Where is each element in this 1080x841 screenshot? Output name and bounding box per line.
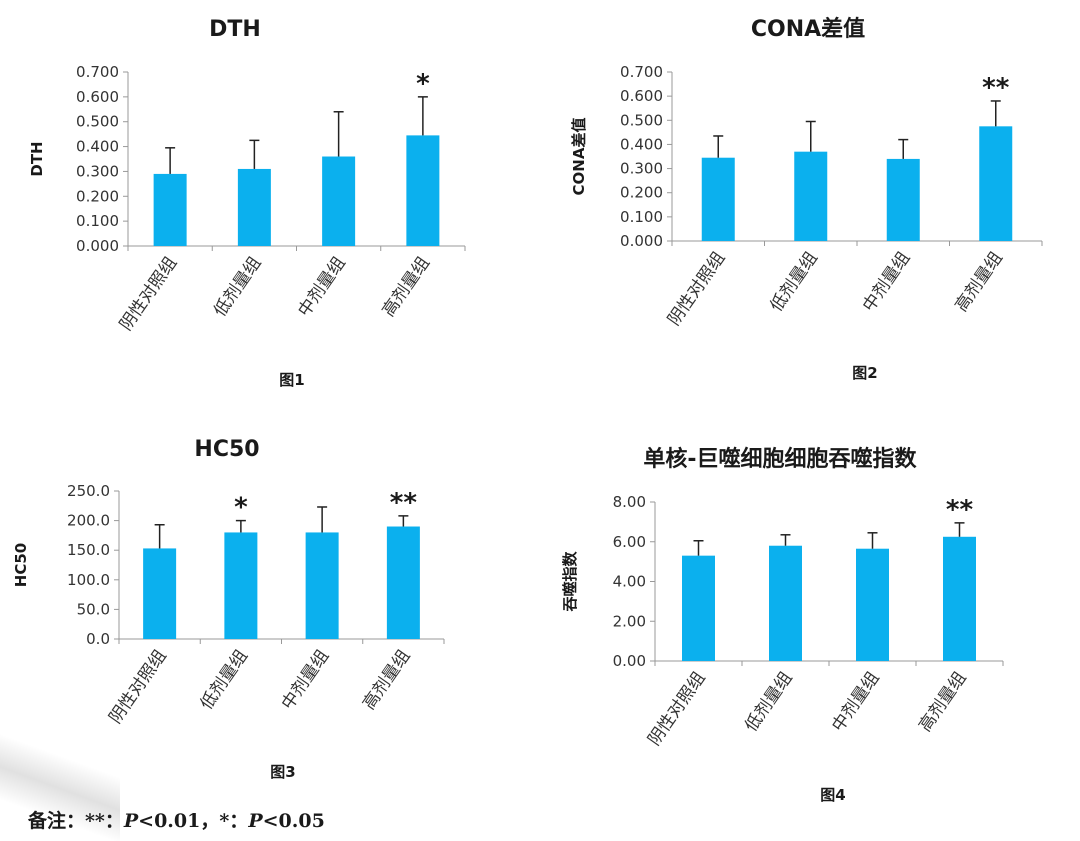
category-label: 低剂量组: [766, 248, 821, 315]
category-label: 低剂量组: [197, 646, 252, 713]
bar: [322, 156, 356, 246]
y-tick-label: 0.000: [620, 232, 663, 250]
category-label: 低剂量组: [741, 668, 796, 735]
y-tick-label: 6.00: [613, 533, 646, 551]
y-tick-label: 0.400: [620, 135, 663, 153]
category-label: 阴性对照组: [664, 248, 729, 329]
bar: [386, 526, 420, 639]
y-tick-label: 200.0: [67, 512, 110, 530]
category-label: 中剂量组: [278, 646, 333, 713]
footnote-p2-value: <0.05: [262, 810, 325, 832]
figure-caption: 图2: [852, 364, 877, 382]
category-label: 阴性对照组: [106, 646, 171, 727]
bar: [224, 532, 258, 639]
figure-caption: 图1: [279, 371, 304, 389]
bar: [856, 548, 889, 661]
y-tick-label: 150.0: [67, 541, 110, 559]
y-tick-label: 8.00: [613, 493, 646, 511]
bar: [979, 126, 1013, 241]
chart-title: CONA差值: [751, 16, 865, 42]
y-tick-label: 250.0: [67, 482, 110, 500]
y-tick-label: 0.500: [76, 113, 119, 131]
y-tick-label: 0.300: [620, 160, 663, 178]
category-label: 高剂量组: [359, 646, 414, 713]
bar: [769, 545, 802, 661]
category-label: 高剂量组: [951, 248, 1006, 315]
y-tick-label: 0.00: [613, 652, 646, 670]
y-tick-label: 4.00: [613, 573, 646, 591]
y-tick-label: 0.200: [76, 187, 119, 205]
y-tick-label: 0.0: [86, 630, 110, 648]
category-label: 阴性对照组: [644, 668, 709, 749]
bar: [794, 151, 828, 241]
significance-marker: **: [946, 495, 974, 525]
bar: [153, 173, 187, 246]
footnote-p2-label: P: [248, 810, 263, 832]
chart-title: DTH: [209, 17, 261, 42]
bar: [406, 135, 440, 246]
category-label: 中剂量组: [859, 248, 914, 315]
y-tick-label: 0.000: [76, 237, 119, 255]
figure-caption: 图4: [820, 786, 845, 804]
category-label: 高剂量组: [915, 668, 970, 735]
bar: [305, 532, 339, 639]
y-tick-label: 100.0: [67, 571, 110, 589]
y-tick-label: 0.100: [76, 212, 119, 230]
significance-marker: *: [234, 493, 248, 523]
figure-caption: 图3: [270, 763, 295, 781]
y-tick-label: 0.600: [620, 87, 663, 105]
footnote-p1-value: <0.01，*：: [138, 810, 249, 832]
y-tick-label: 50.0: [77, 600, 110, 618]
y-tick-label: 0.500: [620, 111, 663, 129]
bar: [237, 168, 271, 246]
category-label: 中剂量组: [294, 253, 349, 320]
y-tick-label: 0.400: [76, 138, 119, 156]
y-tick-label: 0.300: [76, 162, 119, 180]
y-axis-label: HC50: [12, 543, 30, 587]
y-axis-label: DTH: [28, 141, 46, 176]
footnote: 备注：**：P<0.01，*：P<0.05: [28, 806, 325, 833]
significance-marker: **: [390, 488, 418, 518]
footnote-prefix: 备注：**：: [28, 810, 124, 832]
y-tick-label: 0.700: [76, 63, 119, 81]
y-tick-label: 0.600: [76, 88, 119, 106]
significance-marker: *: [416, 69, 430, 99]
category-label: 低剂量组: [210, 253, 265, 320]
bar: [886, 158, 920, 241]
category-label: 中剂量组: [828, 668, 883, 735]
y-tick-label: 2.00: [613, 612, 646, 630]
category-label: 阴性对照组: [116, 253, 181, 334]
bar: [143, 548, 177, 639]
y-axis-label: 吞噬指数: [561, 551, 579, 613]
y-axis-label: CONA差值: [570, 118, 588, 196]
footnote-p1-label: P: [123, 810, 139, 832]
bar: [682, 555, 715, 661]
bar: [943, 536, 976, 661]
significance-marker: **: [982, 73, 1010, 103]
y-tick-label: 0.700: [620, 63, 663, 81]
category-label: 高剂量组: [379, 253, 434, 320]
y-tick-label: 0.100: [620, 208, 663, 226]
bar: [701, 157, 735, 241]
chart-title: 单核-巨噬细胞细胞吞噬指数: [643, 446, 917, 472]
y-tick-label: 0.200: [620, 184, 663, 202]
chart-title: HC50: [194, 437, 259, 462]
slide-corner-decoration: [0, 720, 120, 841]
